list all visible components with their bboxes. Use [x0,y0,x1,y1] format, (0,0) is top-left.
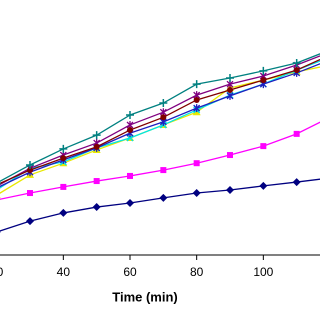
series-line [0,121,320,200]
marker [160,167,167,174]
marker [227,87,233,94]
marker [259,66,268,75]
marker [92,131,101,140]
marker [60,183,67,190]
x-tick-label: 60 [123,265,137,279]
marker [59,144,68,153]
marker [0,196,1,199]
marker [293,130,300,137]
marker [292,178,301,187]
marker [26,160,34,169]
marker [260,77,267,84]
marker [192,189,201,198]
marker [193,160,200,167]
marker [126,198,134,207]
marker [259,181,268,190]
marker [293,67,300,74]
marker [193,104,201,113]
marker [59,208,68,217]
x-tick-label: 100 [253,265,273,279]
marker [226,91,234,100]
marker [226,74,234,83]
marker [260,143,267,150]
series-line [0,178,320,232]
marker [126,111,134,120]
marker [27,167,33,174]
x-tick-label: 40 [57,265,71,279]
marker [193,96,200,103]
marker [160,114,167,121]
marker [26,217,34,226]
marker [227,152,233,159]
marker [92,203,101,212]
marker [192,80,201,89]
marker [27,190,33,197]
x-tick-label: 80 [190,265,204,279]
marker [93,143,100,150]
marker [93,178,100,185]
x-tick-label: 20 [0,265,4,279]
marker [159,99,168,108]
marker [127,172,133,179]
series-line [0,66,320,194]
marker [0,231,1,233]
marker [127,127,133,134]
marker [159,193,168,202]
x-axis-title: Time (min) [112,289,178,304]
marker [60,155,67,162]
marker [292,58,301,67]
marker [226,185,234,194]
